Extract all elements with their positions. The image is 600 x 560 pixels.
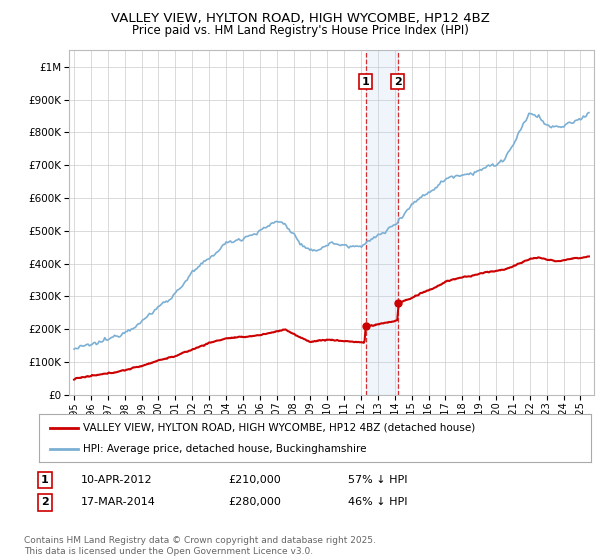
Text: 1: 1 [362,77,370,87]
Text: 1: 1 [41,475,49,485]
Text: 10-APR-2012: 10-APR-2012 [81,475,152,485]
Text: HPI: Average price, detached house, Buckinghamshire: HPI: Average price, detached house, Buck… [83,444,367,454]
Text: 46% ↓ HPI: 46% ↓ HPI [348,497,407,507]
Text: 2: 2 [394,77,402,87]
Text: 17-MAR-2014: 17-MAR-2014 [81,497,156,507]
Text: 57% ↓ HPI: 57% ↓ HPI [348,475,407,485]
Bar [365,50,398,395]
Text: Price paid vs. HM Land Registry's House Price Index (HPI): Price paid vs. HM Land Registry's House … [131,24,469,36]
Text: £280,000: £280,000 [228,497,281,507]
Text: 2: 2 [41,497,49,507]
Text: VALLEY VIEW, HYLTON ROAD, HIGH WYCOMBE, HP12 4BZ (detached house): VALLEY VIEW, HYLTON ROAD, HIGH WYCOMBE, … [83,423,475,433]
Text: £210,000: £210,000 [228,475,281,485]
Text: VALLEY VIEW, HYLTON ROAD, HIGH WYCOMBE, HP12 4BZ: VALLEY VIEW, HYLTON ROAD, HIGH WYCOMBE, … [110,12,490,25]
Text: Contains HM Land Registry data © Crown copyright and database right 2025.
This d: Contains HM Land Registry data © Crown c… [24,536,376,556]
